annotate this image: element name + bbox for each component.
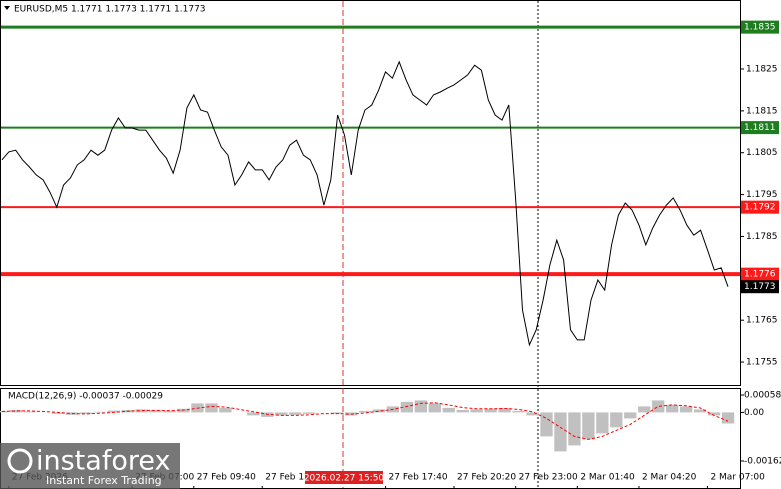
y-tick-label: 1.1825 <box>746 64 778 74</box>
macd-bar <box>665 404 679 413</box>
level-label-box <box>741 200 779 214</box>
macd-bar <box>707 412 721 416</box>
crosshair-label: 2026.02.27 15:50 <box>304 474 385 484</box>
macd-y-tick-label: 0.00058 <box>744 391 781 401</box>
y-tick-label: 1.1815 <box>746 106 778 116</box>
x-tick-label: 27 Feb 17:40 <box>389 473 448 483</box>
y-tick-label: 1.1795 <box>746 190 778 200</box>
macd-bar <box>721 412 735 424</box>
x-tick-label: 27 Feb 09:40 <box>197 473 256 483</box>
main-panel <box>0 0 741 386</box>
macd-bar <box>302 412 316 414</box>
macd-bar <box>582 412 595 440</box>
macd-bar <box>289 412 302 415</box>
macd-bar <box>470 409 483 413</box>
macd-bar <box>23 411 37 413</box>
level-label-box <box>741 121 779 135</box>
macd-bar <box>9 410 23 413</box>
macd-signal <box>1 402 729 440</box>
macd-y-tick-label: -0.00162 <box>744 457 781 467</box>
level-label: 1.1776 <box>744 270 776 280</box>
level-label-box <box>741 267 779 281</box>
level-label: 1.1835 <box>744 23 776 33</box>
y-tick-label: 1.1755 <box>746 358 778 368</box>
macd-bar <box>638 406 651 413</box>
macd-bar <box>135 409 148 413</box>
x-tick-label: 27 Feb 12:20 <box>265 473 324 483</box>
price-line <box>1 60 729 347</box>
macd-bar <box>456 410 469 413</box>
macd-bar <box>679 406 693 413</box>
macd-bar <box>568 412 581 446</box>
macd-bar <box>652 400 665 413</box>
last-price-label: 1.1773 <box>744 282 776 292</box>
macd-y-tick-label: 0.00 <box>744 408 764 418</box>
macd-bar <box>275 412 288 416</box>
y-tick-label: 1.1765 <box>746 316 778 326</box>
macd-bar <box>693 409 707 413</box>
macd-bar <box>358 410 372 413</box>
macd-bar <box>93 411 106 413</box>
macd-bar <box>428 403 441 413</box>
watermark-brand: instaforex <box>36 446 170 477</box>
macd-title: MACD(12,26,9) -0.00037 -0.00029 <box>8 392 163 402</box>
macd-bar <box>177 408 190 413</box>
macd-bar <box>540 412 553 437</box>
crosshair-label-box <box>305 471 383 484</box>
x-tick-label: 27 Feb 23:00 <box>519 473 578 483</box>
macd-bar <box>414 400 428 413</box>
macd-bar <box>512 410 525 413</box>
x-tick-label: 27 Feb 20:20 <box>457 473 516 483</box>
chart-title: EURUSD,M5 1.1771 1.1773 1.1771 1.1773 <box>14 5 206 15</box>
macd-bar <box>219 407 232 413</box>
level-label: 1.1811 <box>744 123 776 133</box>
macd-bar <box>79 412 92 414</box>
macd-bar <box>400 401 414 413</box>
macd-bar <box>163 410 176 413</box>
macd-bar <box>498 407 511 413</box>
watermark-tagline: Instant Forex Trading <box>46 474 162 487</box>
macd-bar <box>372 409 386 413</box>
macd-bar <box>51 412 65 414</box>
y-tick-label: 1.1785 <box>746 232 778 242</box>
macd-bar <box>205 403 218 413</box>
macd-bar <box>107 410 120 413</box>
level-label-box <box>741 20 779 34</box>
macd-bar <box>526 412 539 416</box>
macd-bar <box>624 412 637 419</box>
watermark-logo <box>7 448 33 474</box>
level-label: 1.1792 <box>744 203 776 213</box>
macd-bar <box>149 410 162 413</box>
macd-bar <box>484 408 497 413</box>
x-tick-label: 2 Mar 07:00 <box>710 473 765 483</box>
last-price-box <box>741 280 779 294</box>
y-tick-label: 1.1805 <box>746 148 778 158</box>
macd-bar <box>610 412 623 428</box>
macd-bar <box>596 412 609 434</box>
macd-bar <box>442 407 455 413</box>
title-arrow <box>4 6 10 10</box>
x-tick-label: 2 Mar 01:40 <box>580 473 635 483</box>
x-tick-label: 2 Mar 04:20 <box>642 473 697 483</box>
macd-bar <box>65 412 78 415</box>
macd-bar <box>247 412 260 416</box>
macd-bar <box>554 412 567 452</box>
